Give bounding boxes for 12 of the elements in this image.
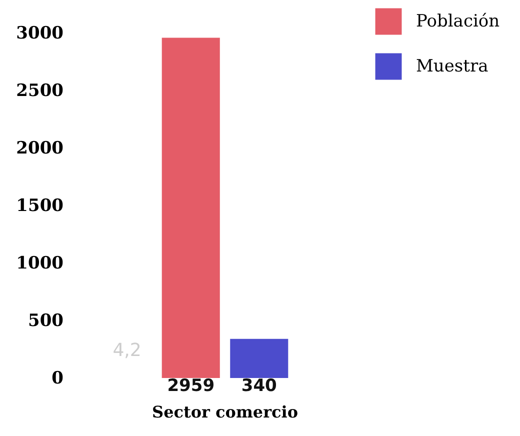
legend-label: Muestra	[416, 56, 488, 76]
y-tick-label: 500	[28, 311, 64, 331]
y-tick-label: 2500	[16, 81, 64, 101]
y-tick-label: 1500	[16, 196, 64, 216]
legend-label: Población	[416, 12, 500, 32]
y-tick-label: 1000	[16, 254, 64, 274]
y-tick-label: 2000	[16, 138, 64, 158]
y-tick-label: 3000	[16, 24, 64, 44]
data-label: 340	[241, 376, 278, 396]
x-tick-label: Sector comercio	[152, 402, 298, 422]
data-label: 2959	[167, 376, 215, 396]
y-tick-label: 0	[52, 368, 64, 388]
